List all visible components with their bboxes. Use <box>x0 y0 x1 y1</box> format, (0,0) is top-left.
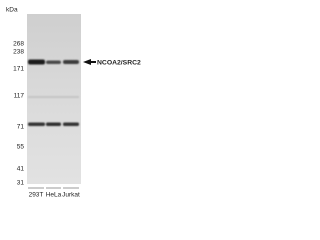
faint-band <box>28 96 79 98</box>
blot-figure: kDa 268 238 171 117 71 55 41 31 NCOA2/SR… <box>6 7 141 199</box>
band <box>63 122 79 126</box>
band <box>28 59 45 65</box>
band <box>63 60 79 64</box>
bands <box>28 59 79 126</box>
target-label: NCOA2/SRC2 <box>97 59 141 66</box>
marker-label: 31 <box>17 180 25 187</box>
marker-labels: 268 238 171 117 71 55 41 31 <box>13 41 24 187</box>
target-arrow <box>83 59 96 65</box>
band <box>46 122 61 126</box>
marker-label: 71 <box>17 124 25 131</box>
marker-label: 238 <box>13 49 24 56</box>
marker-label: 55 <box>17 144 25 151</box>
band <box>28 122 45 126</box>
marker-label: 41 <box>17 166 25 173</box>
lane-label: Jurkat <box>62 192 80 199</box>
marker-label: 268 <box>13 41 24 48</box>
band <box>46 60 61 64</box>
marker-label: 171 <box>13 66 24 73</box>
page: kDa 268 238 171 117 71 55 41 31 NCOA2/SR… <box>0 0 150 203</box>
units-label: kDa <box>6 7 18 14</box>
marker-label: 117 <box>14 93 25 100</box>
membrane <box>27 14 81 184</box>
lane-label: HeLa <box>46 192 62 199</box>
lane-label: 293T <box>29 192 44 199</box>
